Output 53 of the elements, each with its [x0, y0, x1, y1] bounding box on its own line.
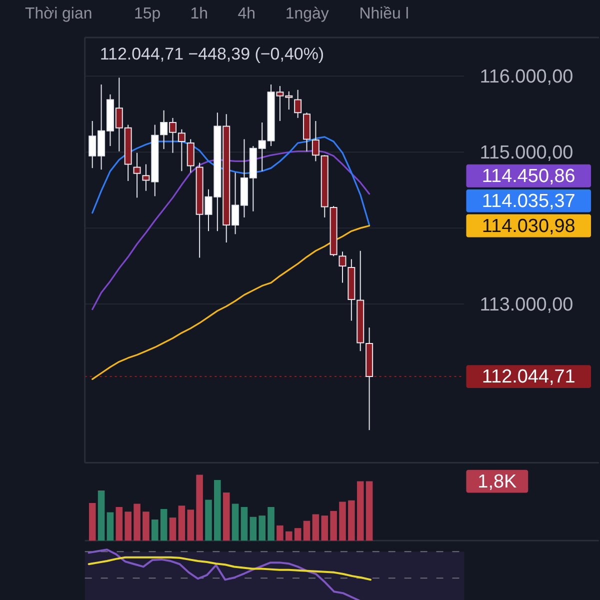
bar [294, 528, 302, 541]
bar [196, 474, 203, 541]
line-series [92, 224, 370, 380]
y-tick-label: 113.000,00 [480, 294, 574, 316]
bar [178, 506, 186, 541]
text: 114.035,37 [482, 190, 576, 212]
candlestick [294, 89, 302, 118]
bar [339, 502, 346, 541]
text: 1ngày [285, 5, 329, 22]
bar [214, 480, 221, 541]
bar [240, 507, 248, 541]
bar [142, 512, 150, 541]
y-tick-label: 116.000,00 [480, 66, 574, 88]
text: 114.450,86 [482, 166, 576, 187]
bar [232, 504, 239, 541]
bar [286, 531, 292, 541]
text: 15p [134, 5, 161, 22]
text: 1,8K [478, 471, 518, 492]
text: 114.030,98 [482, 216, 576, 237]
bar [124, 512, 132, 541]
bar [250, 516, 257, 541]
bar [169, 518, 176, 541]
y-tick-label: 115.000,00 [480, 142, 574, 164]
bar [106, 512, 114, 541]
text: Nhiều l [359, 5, 409, 22]
bar [276, 525, 284, 541]
bar [303, 520, 310, 541]
candlestick [186, 138, 194, 174]
bar [134, 504, 140, 541]
candlestick [312, 120, 320, 162]
bar [187, 510, 194, 541]
bar [222, 492, 230, 541]
ref-line-label: 112.044,71 [482, 366, 576, 388]
text: 1h [190, 5, 208, 22]
bar [356, 481, 364, 541]
bar [268, 507, 274, 541]
bar [348, 500, 355, 541]
chart-title: 112.044,71 −448,39 (−0,40%) [100, 44, 324, 64]
bar [258, 516, 266, 541]
bar [366, 481, 373, 541]
bar [160, 508, 168, 541]
bar [321, 516, 328, 541]
candlestick [338, 251, 346, 284]
bar [88, 503, 96, 541]
bar [205, 500, 212, 541]
bar [116, 507, 123, 541]
bar [98, 490, 105, 541]
text: Thời gian [24, 5, 92, 22]
text: 4h [238, 5, 256, 22]
candlestick [133, 152, 141, 198]
bar [152, 520, 158, 541]
bar [312, 514, 320, 541]
bar [330, 510, 337, 541]
